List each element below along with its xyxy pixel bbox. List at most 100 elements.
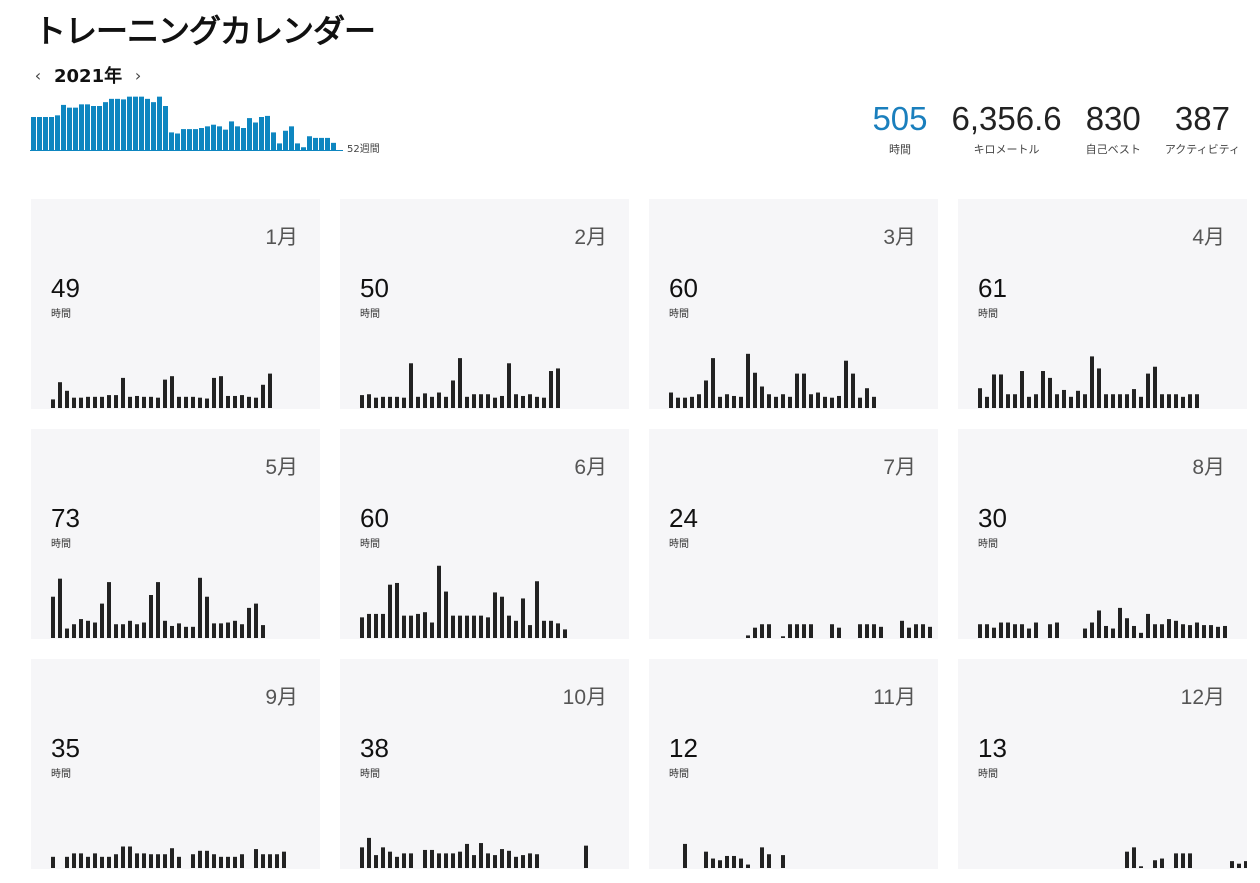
week-bar[interactable] — [61, 104, 66, 150]
day-bar — [107, 582, 111, 638]
day-bar — [830, 397, 834, 408]
day-bar — [1020, 624, 1024, 638]
day-bar — [1027, 628, 1031, 638]
day-bar — [1139, 632, 1143, 638]
week-bar[interactable] — [331, 142, 336, 150]
day-bar — [1027, 396, 1031, 408]
week-bar[interactable] — [187, 129, 192, 150]
week-bar[interactable] — [103, 102, 108, 150]
week-bar[interactable] — [31, 117, 36, 150]
week-bar[interactable] — [115, 98, 120, 150]
week-bar[interactable] — [145, 98, 150, 150]
week-bar[interactable] — [313, 137, 318, 150]
weekly-hours-chart[interactable] — [30, 96, 345, 152]
week-bar[interactable] — [199, 128, 204, 150]
month-card[interactable]: 7月 24 時間 — [649, 429, 938, 639]
day-bar — [1118, 607, 1122, 638]
week-bar[interactable] — [67, 107, 72, 150]
day-bar — [928, 626, 932, 638]
week-bar[interactable] — [97, 106, 102, 150]
week-bar[interactable] — [211, 124, 216, 150]
week-bar[interactable] — [55, 115, 60, 150]
week-bar[interactable] — [85, 104, 90, 150]
week-bar[interactable] — [121, 99, 126, 150]
day-bar — [465, 615, 469, 638]
day-bar — [1013, 394, 1017, 408]
week-bar[interactable] — [79, 104, 84, 150]
month-card[interactable]: 3月 60 時間 — [649, 199, 938, 409]
day-bar — [51, 856, 55, 868]
month-card[interactable]: 4月 61 時間 — [958, 199, 1247, 409]
week-bar[interactable] — [229, 121, 234, 150]
week-bar[interactable] — [253, 122, 258, 151]
day-bar — [1153, 624, 1157, 638]
week-bar[interactable] — [37, 117, 42, 150]
week-bar[interactable] — [247, 118, 252, 150]
week-bar[interactable] — [235, 126, 240, 150]
day-bar — [1223, 625, 1227, 638]
day-bar — [739, 858, 743, 868]
day-bar — [444, 396, 448, 408]
week-bar[interactable] — [307, 136, 312, 150]
day-bar — [1020, 371, 1024, 408]
week-bar[interactable] — [133, 96, 138, 150]
week-bar[interactable] — [151, 102, 156, 150]
week-bar[interactable] — [181, 129, 186, 150]
week-bar[interactable] — [271, 132, 276, 150]
week-bar[interactable] — [289, 126, 294, 150]
month-card[interactable]: 10月 38 時間 — [340, 659, 629, 869]
month-card[interactable]: 2月 50 時間 — [340, 199, 629, 409]
month-card[interactable]: 6月 60 時間 — [340, 429, 629, 639]
week-bar[interactable] — [139, 96, 144, 150]
week-bar[interactable] — [205, 126, 210, 150]
stat-label: アクティビティ — [1164, 143, 1240, 156]
day-bar — [156, 582, 160, 638]
week-bar[interactable] — [259, 117, 264, 150]
day-bar — [858, 397, 862, 408]
day-bar — [746, 353, 750, 408]
month-label: 12月 — [1180, 686, 1225, 709]
day-bar — [114, 395, 118, 408]
month-card[interactable]: 1月 49 時間 — [31, 199, 320, 409]
daily-hours-chart — [978, 356, 1199, 408]
week-bar[interactable] — [169, 132, 174, 150]
month-card[interactable]: 12月 13 時間 — [958, 659, 1247, 869]
week-bar[interactable] — [73, 107, 78, 150]
week-bar[interactable] — [217, 126, 222, 150]
month-card[interactable]: 11月 12 時間 — [649, 659, 938, 869]
week-bar[interactable] — [241, 128, 246, 150]
week-bar[interactable] — [175, 133, 180, 151]
week-bar[interactable] — [193, 129, 198, 150]
day-bar — [226, 622, 230, 638]
month-card[interactable]: 5月 73 時間 — [31, 429, 320, 639]
day-bar — [872, 396, 876, 408]
week-bar[interactable] — [295, 143, 300, 150]
week-bar[interactable] — [301, 147, 306, 150]
month-card[interactable]: 8月 30 時間 — [958, 429, 1247, 639]
week-bar[interactable] — [49, 117, 54, 150]
day-bar — [184, 396, 188, 408]
day-bar — [240, 854, 244, 868]
daily-hours-chart — [51, 577, 265, 638]
week-bar[interactable] — [283, 130, 288, 150]
day-bar — [72, 397, 76, 408]
week-bar[interactable] — [157, 96, 162, 150]
week-bar[interactable] — [325, 137, 330, 150]
week-bar[interactable] — [319, 137, 324, 150]
year-navigator: ‹ 2021年 › — [30, 62, 146, 88]
week-bar[interactable] — [43, 117, 48, 150]
day-bar — [233, 620, 237, 638]
month-card[interactable]: 9月 35 時間 — [31, 659, 320, 869]
week-bar[interactable] — [91, 106, 96, 150]
hours-unit-label: 時間 — [669, 309, 689, 320]
week-bar[interactable] — [163, 106, 168, 150]
week-bar[interactable] — [127, 96, 132, 150]
week-bar[interactable] — [265, 115, 270, 150]
week-bar[interactable] — [223, 129, 228, 150]
week-bar[interactable] — [277, 143, 282, 150]
day-bar — [1125, 851, 1129, 868]
week-bar[interactable] — [109, 98, 114, 150]
day-bar — [114, 854, 118, 868]
next-year-chevron-icon[interactable]: › — [134, 65, 142, 85]
prev-year-chevron-icon[interactable]: ‹ — [34, 65, 42, 85]
